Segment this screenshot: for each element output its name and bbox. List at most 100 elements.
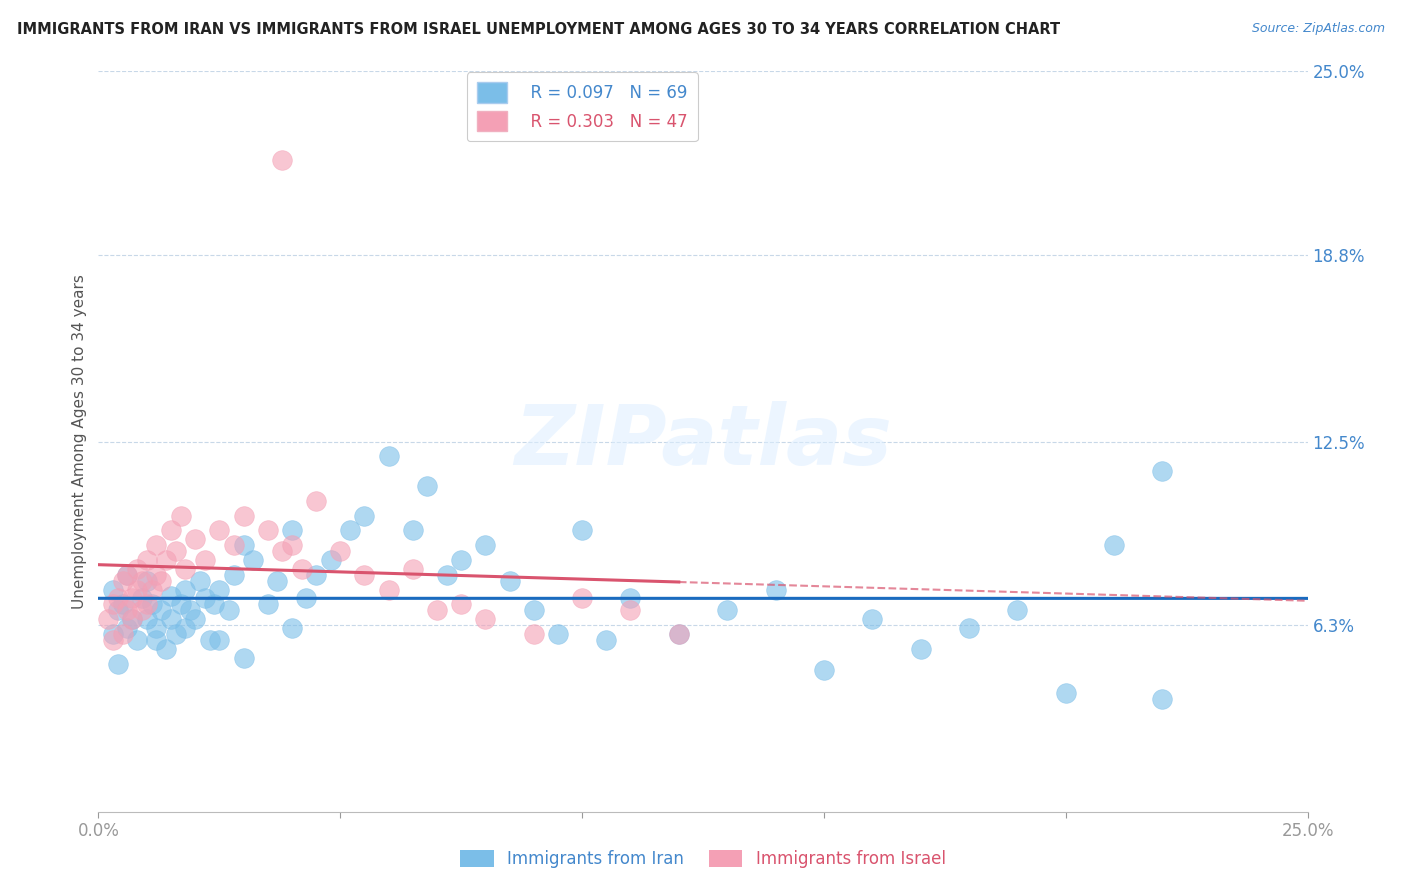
Point [127, 632, 149, 647]
Point [232, 508, 254, 523]
Point [107, 657, 129, 671]
Point [169, 508, 191, 523]
Point [450, 553, 472, 567]
Point [127, 582, 149, 597]
Point [523, 627, 546, 641]
Point [188, 574, 211, 588]
Point [426, 603, 449, 617]
Point [198, 632, 221, 647]
Point [145, 621, 167, 635]
Point [184, 612, 207, 626]
Point [141, 582, 163, 597]
Point [131, 574, 153, 588]
Point [498, 574, 520, 588]
Point [232, 650, 254, 665]
Point [165, 627, 187, 641]
Point [135, 574, 157, 588]
Point [101, 632, 124, 647]
Point [131, 603, 153, 617]
Point [668, 627, 690, 641]
Point [160, 524, 183, 538]
Legend:   R = 0.097   N = 69,   R = 0.303   N = 47: R = 0.097 N = 69, R = 0.303 N = 47 [467, 72, 697, 141]
Point [135, 612, 157, 626]
Point [571, 524, 593, 538]
Point [668, 627, 690, 641]
Point [416, 479, 439, 493]
Point [174, 562, 197, 576]
Point [353, 508, 375, 523]
Point [179, 603, 201, 617]
Text: Source: ZipAtlas.com: Source: ZipAtlas.com [1251, 22, 1385, 36]
Point [121, 612, 143, 626]
Point [402, 524, 425, 538]
Point [450, 598, 472, 612]
Point [101, 582, 124, 597]
Point [117, 621, 139, 635]
Point [101, 598, 124, 612]
Point [111, 574, 134, 588]
Point [160, 589, 183, 603]
Point [377, 450, 399, 464]
Point [117, 567, 139, 582]
Point [232, 538, 254, 552]
Point [208, 582, 231, 597]
Point [266, 574, 288, 588]
Point [619, 591, 641, 606]
Point [208, 524, 231, 538]
Point [218, 603, 240, 617]
Point [222, 567, 245, 582]
Point [595, 632, 617, 647]
Point [256, 524, 278, 538]
Point [436, 567, 458, 582]
Point [97, 612, 120, 626]
Point [1007, 603, 1029, 617]
Point [194, 591, 217, 606]
Point [1152, 692, 1174, 706]
Point [145, 567, 167, 582]
Point [117, 567, 139, 582]
Point [271, 153, 294, 168]
Point [155, 553, 177, 567]
Point [121, 612, 143, 626]
Point [150, 603, 173, 617]
Point [619, 603, 641, 617]
Point [174, 621, 197, 635]
Point [1102, 538, 1125, 552]
Point [295, 591, 318, 606]
Point [208, 632, 231, 647]
Point [135, 598, 157, 612]
Point [571, 591, 593, 606]
Point [117, 603, 139, 617]
Point [160, 612, 183, 626]
Point [145, 538, 167, 552]
Legend: Immigrants from Iran, Immigrants from Israel: Immigrants from Iran, Immigrants from Is… [454, 843, 952, 875]
Point [135, 553, 157, 567]
Point [290, 562, 312, 576]
Point [141, 598, 163, 612]
Point [1054, 686, 1077, 700]
Point [101, 627, 124, 641]
Point [111, 598, 134, 612]
Point [716, 603, 738, 617]
Point [169, 598, 191, 612]
Point [155, 641, 177, 656]
Point [121, 591, 143, 606]
Point [281, 621, 304, 635]
Point [281, 524, 304, 538]
Point [474, 538, 496, 552]
Text: ZIPatlas: ZIPatlas [515, 401, 891, 482]
Point [150, 574, 173, 588]
Point [910, 641, 932, 656]
Point [145, 632, 167, 647]
Point [256, 598, 278, 612]
Point [194, 553, 217, 567]
Point [174, 582, 197, 597]
Point [765, 582, 787, 597]
Point [127, 562, 149, 576]
Point [131, 591, 153, 606]
Point [165, 544, 187, 558]
Point [319, 553, 342, 567]
Point [204, 598, 226, 612]
Point [305, 493, 328, 508]
Point [242, 553, 264, 567]
